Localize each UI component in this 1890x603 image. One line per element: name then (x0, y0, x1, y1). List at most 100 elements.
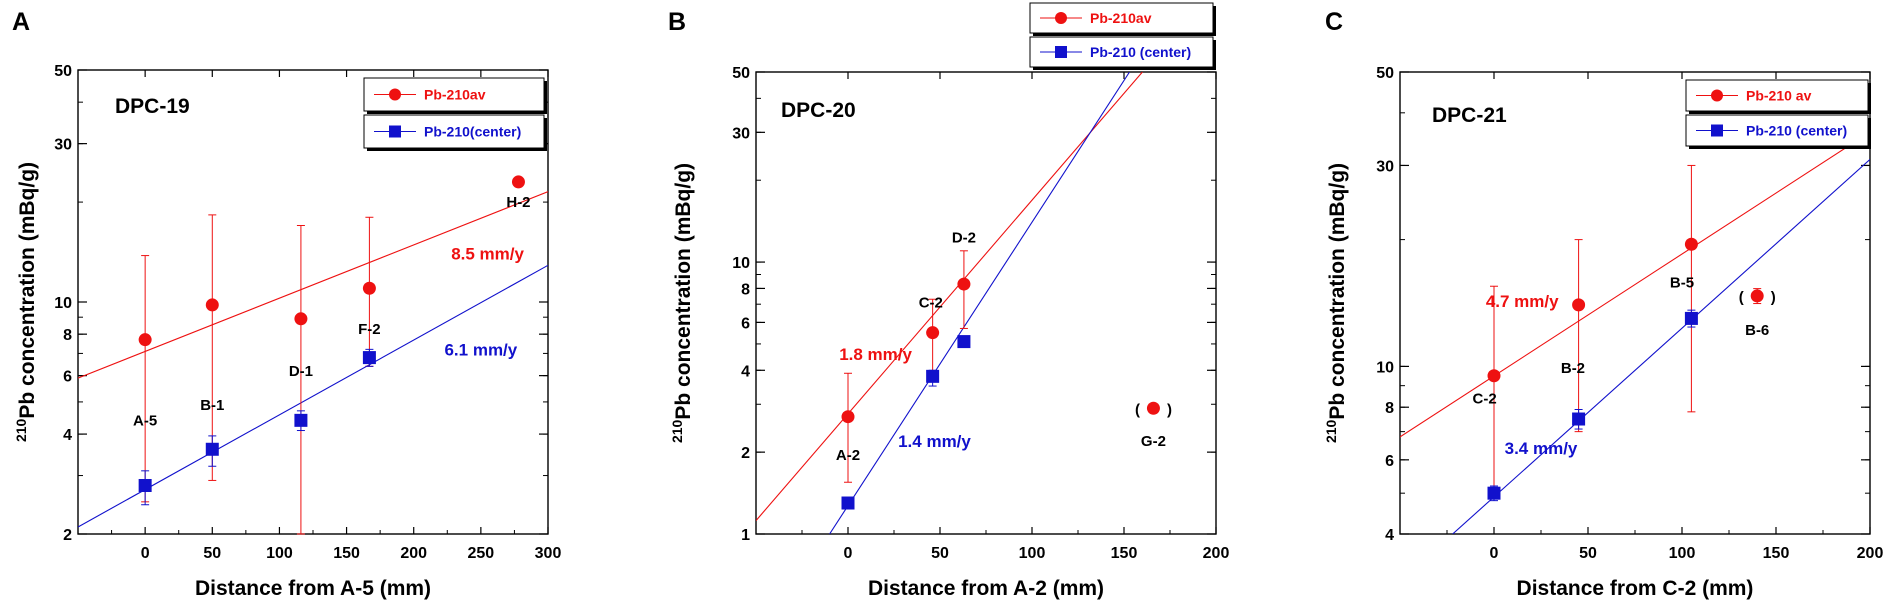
y-tick-label: 4 (63, 427, 72, 444)
y-tick-label: 4 (1385, 527, 1394, 544)
data-point-circle (362, 281, 376, 295)
y-tick-label: 10 (54, 295, 72, 312)
legend-label-blue: Pb-210(center) (424, 124, 521, 140)
x-tick-label: 200 (1203, 545, 1230, 562)
point-label: G-2 (1141, 433, 1166, 450)
legend-marker-circle (1711, 89, 1723, 102)
y-axis-title-sup: 210 (669, 419, 685, 443)
y-tick-label: 30 (54, 137, 72, 154)
data-point-square (841, 496, 855, 510)
data-point-circle (957, 277, 971, 291)
outlier-paren-open: ( (1135, 401, 1140, 418)
fit-line-red (78, 191, 548, 379)
rate-annotation-red: 8.5 mm/y (451, 244, 524, 263)
data-point-circle (1684, 237, 1698, 251)
legend-marker-square (389, 125, 401, 138)
x-axis-title: Distance from A-2 (mm) (868, 577, 1104, 600)
data-point-circle (205, 298, 219, 312)
y-tick-label: 30 (732, 125, 750, 142)
point-label: B-6 (1745, 322, 1769, 339)
outlier-paren-close: ) (1771, 289, 1776, 306)
outlier-point (1750, 289, 1764, 303)
y-axis-title: 210Pb concentration (mBq/g) (1323, 163, 1349, 443)
x-tick-label: 50 (203, 545, 221, 562)
outlier-paren-open: ( (1739, 289, 1744, 306)
y-tick-label: 50 (54, 63, 72, 80)
point-label: B-5 (1670, 275, 1694, 292)
x-tick-label: 50 (1579, 545, 1597, 562)
data-point-circle (1487, 369, 1501, 383)
x-tick-label: 200 (1857, 545, 1884, 562)
x-tick-label: 0 (141, 545, 150, 562)
y-tick-label: 8 (741, 281, 750, 298)
y-axis-title-main: Pb concentration (mBq/g) (672, 163, 695, 420)
data-point-square (205, 442, 219, 456)
rate-annotation-red: 1.8 mm/y (839, 345, 912, 364)
dataset-title: DPC-20 (781, 99, 856, 122)
fit-line-red (756, 72, 1143, 521)
rate-annotation-blue: 3.4 mm/y (1505, 439, 1578, 458)
y-tick-label: 2 (741, 445, 750, 462)
x-tick-label: 250 (468, 545, 495, 562)
fit-line-blue (829, 72, 1130, 534)
legend-marker-circle (1055, 12, 1067, 24)
y-axis-title-sup: 210 (13, 418, 29, 442)
point-label: B-1 (200, 397, 224, 414)
data-point-circle (1572, 298, 1586, 312)
data-point-square (1487, 486, 1501, 500)
point-label: A-5 (133, 412, 157, 429)
y-tick-label: 10 (1376, 359, 1394, 376)
panel-b: B 0 50 100 150 200 1 2 4 6 8 10 30 50 Distance from A-… (668, 2, 1230, 600)
x-tick-label: 100 (1669, 545, 1696, 562)
y-tick-label: 4 (741, 363, 750, 380)
y-tick-label: 6 (63, 369, 72, 386)
y-tick-label: 30 (1376, 158, 1394, 175)
y-tick-label: 8 (1385, 400, 1394, 417)
data-point-square (138, 478, 152, 492)
x-tick-label: 100 (266, 545, 293, 562)
y-tick-label: 8 (63, 327, 72, 344)
x-axis-title: Distance from A-5 (mm) (195, 577, 431, 600)
panel-letter: B (668, 8, 686, 36)
outlier-paren-close: ) (1167, 401, 1172, 418)
point-label: F-2 (358, 321, 381, 338)
x-tick-label: 150 (1763, 545, 1790, 562)
fit-line-red (1400, 131, 1870, 438)
point-label: D-2 (952, 230, 976, 247)
y-tick-label: 50 (1376, 65, 1394, 82)
x-tick-label: 0 (844, 545, 853, 562)
data-point-circle (841, 410, 855, 424)
rate-annotation-blue: 1.4 mm/y (898, 432, 971, 451)
rate-annotation-blue: 6.1 mm/y (444, 340, 517, 359)
point-label: C-2 (1473, 390, 1497, 407)
y-axis-title-main: Pb concentration (mBq/g) (1326, 163, 1349, 420)
legend-label-blue: Pb-210 (center) (1090, 44, 1191, 60)
plot-frame (755, 71, 1217, 535)
fit-line-blue (78, 264, 548, 528)
outlier-point (1146, 401, 1160, 415)
panel-c: C 0 50 100 150 200 4 6 8 10 30 50 Distance from C-2 … (1323, 8, 1883, 600)
y-tick-label: 50 (732, 65, 750, 82)
y-tick-label: 10 (732, 255, 750, 272)
legend-marker-circle (389, 88, 401, 101)
data-point-square (294, 413, 308, 427)
legend-label-red: Pb-210av (424, 87, 486, 103)
x-tick-label: 0 (1490, 545, 1499, 562)
panel-letter: A (12, 8, 30, 36)
y-tick-label: 6 (741, 315, 750, 332)
y-axis-title-sup: 210 (1323, 419, 1339, 443)
legend-label-red: Pb-210 av (1746, 88, 1812, 104)
x-tick-label: 50 (931, 545, 949, 562)
data-point-circle (294, 312, 308, 326)
y-tick-label: 2 (63, 527, 72, 544)
y-axis-title: 210Pb concentration (mBq/g) (669, 163, 695, 443)
data-point-square (926, 369, 940, 383)
point-label: B-2 (1561, 360, 1585, 377)
y-axis-title: 210Pb concentration (mBq/g) (13, 162, 39, 442)
panel-a: A 0 50 100 150 200 250 300 2 4 6 8 10 30 50 Distance fr… (12, 8, 561, 600)
panel-letter: C (1325, 8, 1343, 36)
data-point-circle (511, 175, 525, 189)
point-label: A-2 (836, 447, 860, 464)
x-tick-label: 150 (1111, 545, 1138, 562)
